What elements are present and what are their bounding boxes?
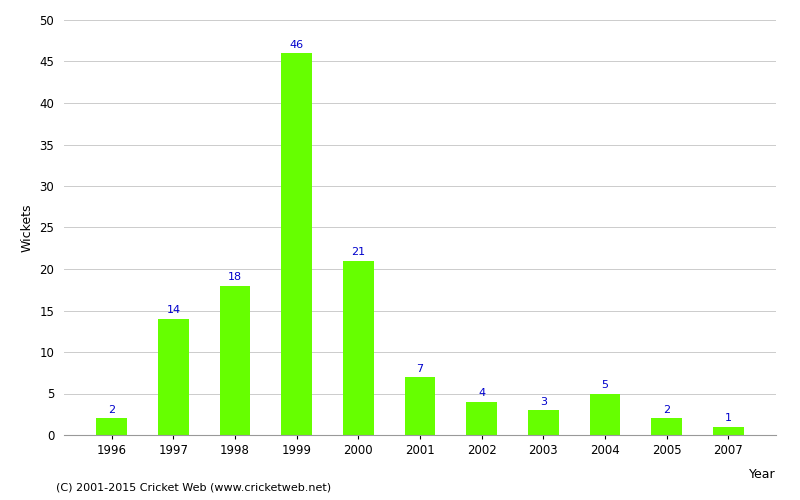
Bar <box>528 410 558 435</box>
Bar <box>405 377 435 435</box>
Text: 2: 2 <box>663 405 670 415</box>
Text: 14: 14 <box>166 306 181 316</box>
Bar <box>713 426 744 435</box>
Bar <box>651 418 682 435</box>
Text: (C) 2001-2015 Cricket Web (www.cricketweb.net): (C) 2001-2015 Cricket Web (www.cricketwe… <box>56 482 331 492</box>
Text: 1: 1 <box>725 414 732 424</box>
Text: 7: 7 <box>417 364 423 374</box>
Bar <box>590 394 620 435</box>
Bar <box>282 53 312 435</box>
Bar <box>343 260 374 435</box>
Text: 21: 21 <box>351 248 366 258</box>
Text: 5: 5 <box>602 380 609 390</box>
Text: 2: 2 <box>108 405 115 415</box>
Text: 46: 46 <box>290 40 304 50</box>
Bar <box>158 319 189 435</box>
Text: Year: Year <box>750 468 776 481</box>
Bar <box>220 286 250 435</box>
Bar <box>466 402 497 435</box>
Text: 3: 3 <box>540 397 546 407</box>
Y-axis label: Wickets: Wickets <box>21 203 34 252</box>
Text: 4: 4 <box>478 388 486 398</box>
Bar <box>96 418 127 435</box>
Text: 18: 18 <box>228 272 242 282</box>
